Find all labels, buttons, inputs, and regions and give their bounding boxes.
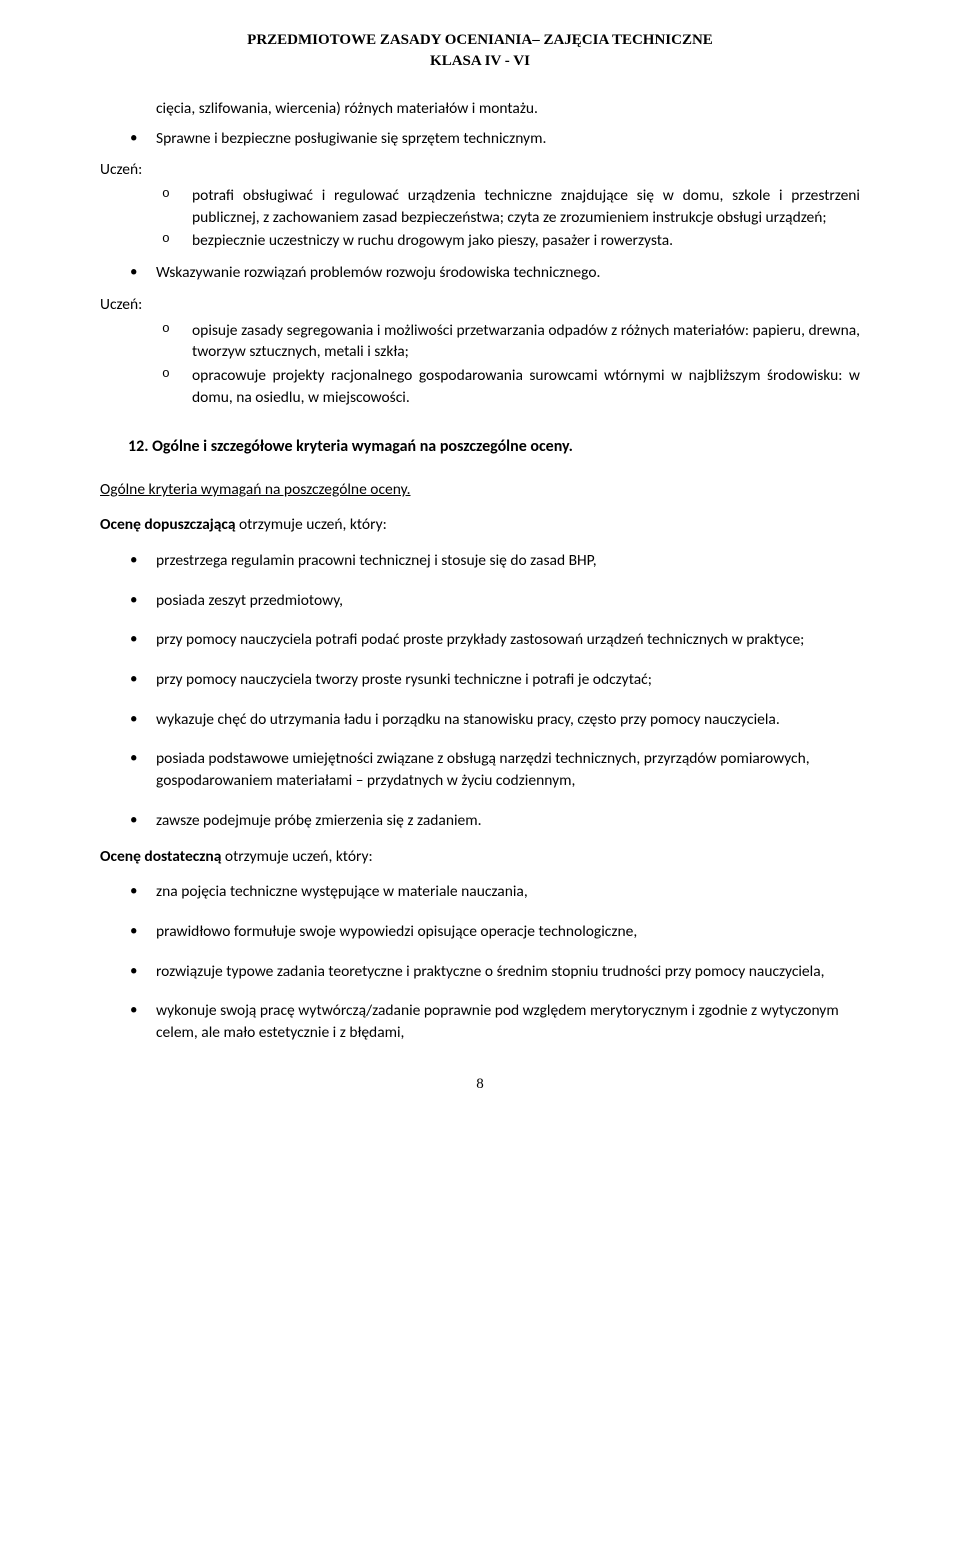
circle-item: bezpiecznie uczestniczy w ruchu drogowym… xyxy=(100,230,860,252)
dst-list: zna pojęcia techniczne występujące w mat… xyxy=(100,881,860,1043)
grade-dopuszczajaca-line: Ocenę dopuszczającą otrzymuje uczeń, któ… xyxy=(100,514,860,536)
header-line-2: KLASA IV - VI xyxy=(100,51,860,72)
circle-item: opracowuje projekty racjonalnego gospoda… xyxy=(100,365,860,408)
page-header: PRZEDMIOTOWE ZASADY OCENIANIA– ZAJĘCIA T… xyxy=(100,30,860,72)
circle-item: potrafi obsługiwać i regulować urządzeni… xyxy=(100,185,860,228)
bullet-item: rozwiązuje typowe zadania teoretyczne i … xyxy=(100,961,860,983)
bullet-item: posiada podstawowe umiejętności związane… xyxy=(100,748,860,791)
bullet-list-2: Wskazywanie rozwiązań problemów rozwoju … xyxy=(100,262,860,284)
bullet-item: prawidłowo formułuje swoje wypowiedzi op… xyxy=(100,921,860,943)
bullet-item: Wskazywanie rozwiązań problemów rozwoju … xyxy=(100,262,860,284)
bullet-item: przestrzega regulamin pracowni techniczn… xyxy=(100,550,860,572)
subheading-underline: Ogólne kryteria wymagań na poszczególne … xyxy=(100,479,860,501)
circle-item: opisuje zasady segregowania i możliwości… xyxy=(100,320,860,363)
grade-dostateczna-line: Ocenę dostateczną otrzymuje uczeń, który… xyxy=(100,846,860,868)
header-line-1: PRZEDMIOTOWE ZASADY OCENIANIA– ZAJĘCIA T… xyxy=(247,32,713,48)
uczen-label-1: Uczeń: xyxy=(100,159,860,181)
bullet-item: posiada zeszyt przedmiotowy, xyxy=(100,590,860,612)
grade-dostateczna-rest: otrzymuje uczeń, który: xyxy=(221,847,372,866)
circle-list-2: opisuje zasady segregowania i możliwości… xyxy=(100,320,860,409)
bullet-item: wykonuje swoją pracę wytwórczą/zadanie p… xyxy=(100,1000,860,1043)
section-12-heading: 12. Ogólne i szczegółowe kryteria wymaga… xyxy=(128,436,860,458)
grade-dopuszczajaca-bold: Ocenę dopuszczającą xyxy=(100,515,235,534)
bullet-item: zawsze podejmuje próbę zmierzenia się z … xyxy=(100,810,860,832)
page-number: 8 xyxy=(100,1074,860,1095)
uczen-label-2: Uczeń: xyxy=(100,294,860,316)
bullet-item: wykazuje chęć do utrzymania ładu i porzą… xyxy=(100,709,860,731)
grade-dopuszczajaca-rest: otrzymuje uczeń, który: xyxy=(235,515,386,534)
intro-fragment: cięcia, szlifowania, wiercenia) różnych … xyxy=(156,98,860,120)
circle-list-1: potrafi obsługiwać i regulować urządzeni… xyxy=(100,185,860,252)
bullet-item: zna pojęcia techniczne występujące w mat… xyxy=(100,881,860,903)
bullet-item: przy pomocy nauczyciela potrafi podać pr… xyxy=(100,629,860,651)
bullet-item: przy pomocy nauczyciela tworzy proste ry… xyxy=(100,669,860,691)
dop-list: przestrzega regulamin pracowni techniczn… xyxy=(100,550,860,832)
bullet-list-1: Sprawne i bezpieczne posługiwanie się sp… xyxy=(100,128,860,150)
grade-dostateczna-bold: Ocenę dostateczną xyxy=(100,847,221,866)
bullet-item: Sprawne i bezpieczne posługiwanie się sp… xyxy=(100,128,860,150)
